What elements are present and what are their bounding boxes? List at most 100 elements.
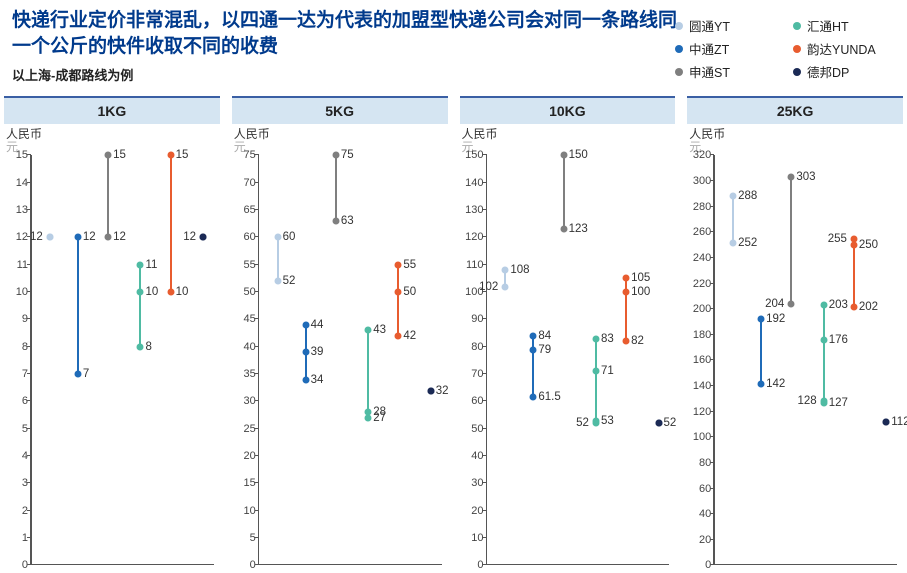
data-label: 10 <box>145 286 158 298</box>
series-dp: 32 <box>424 155 438 565</box>
y-tick-label: 140 <box>465 177 483 189</box>
data-label: 12 <box>30 231 43 243</box>
y-tick-label: 180 <box>693 329 711 341</box>
y-tick-label: 20 <box>699 534 711 546</box>
range-bar <box>397 265 399 336</box>
y-tick-mark <box>710 154 714 155</box>
y-tick-mark <box>710 488 714 489</box>
data-point <box>592 417 599 424</box>
y-tick-label: 2 <box>22 505 28 517</box>
data-point <box>274 278 281 285</box>
data-label: 82 <box>631 335 644 347</box>
data-label: 32 <box>436 385 449 397</box>
range-bar <box>367 330 369 417</box>
y-tick-mark <box>27 154 31 155</box>
y-tick-mark <box>255 236 259 237</box>
y-tick-mark <box>27 564 31 565</box>
range-bar <box>823 305 825 402</box>
y-tick-label: 4 <box>22 450 28 462</box>
panel-header: 10KG <box>460 96 676 124</box>
data-label: 75 <box>341 149 354 161</box>
series-ht: 81011 <box>133 155 147 565</box>
y-tick-mark <box>710 539 714 540</box>
data-point <box>105 152 112 159</box>
data-label: 42 <box>403 330 416 342</box>
y-tick-label: 60 <box>699 483 711 495</box>
series-zt: 61.57984 <box>526 155 540 565</box>
data-point <box>502 267 509 274</box>
y-tick-mark <box>483 564 487 565</box>
range-bar <box>139 265 141 347</box>
data-point <box>302 349 309 356</box>
range-bar <box>277 237 279 281</box>
series-dp: 52 <box>652 155 666 565</box>
data-point <box>560 152 567 159</box>
y-tick-label: 0 <box>705 559 711 571</box>
y-tick-label: 10 <box>244 505 256 517</box>
legend-label: 中通ZT <box>689 39 729 58</box>
data-point <box>302 321 309 328</box>
range-bar <box>335 155 337 221</box>
legend-item-yt: 圆通YT <box>675 16 775 35</box>
data-point <box>365 409 372 416</box>
y-tick-label: 30 <box>471 477 483 489</box>
y-tick-mark <box>255 264 259 265</box>
panel-header: 25KG <box>687 96 903 124</box>
data-label: 63 <box>341 215 354 227</box>
series-yunda: 1015 <box>164 155 178 565</box>
data-label: 8 <box>145 341 151 353</box>
y-tick-mark <box>27 209 31 210</box>
legend-item-st: 申通ST <box>675 62 775 81</box>
y-tick-mark <box>27 537 31 538</box>
data-point <box>46 234 53 241</box>
data-point <box>623 275 630 282</box>
series-ht: 52537183 <box>589 155 603 565</box>
data-point <box>788 174 795 181</box>
y-tick-label: 13 <box>16 204 28 216</box>
y-tick-label: 80 <box>699 457 711 469</box>
y-axis <box>30 155 32 565</box>
y-tick-mark <box>483 346 487 347</box>
data-label: 84 <box>538 330 551 342</box>
series-ht: 127128176203 <box>817 155 831 565</box>
legend-dot-icon <box>675 45 683 53</box>
y-tick-mark <box>483 455 487 456</box>
series-zt: 142192 <box>754 155 768 565</box>
y-tick-label: 0 <box>477 559 483 571</box>
legend-dot-icon <box>675 22 683 30</box>
y-tick-label: 60 <box>244 231 256 243</box>
data-label: 34 <box>311 374 324 386</box>
chart-panel: 25KG人民币元02040608010012014016018020022024… <box>687 96 903 565</box>
data-point <box>530 346 537 353</box>
y-tick-label: 40 <box>471 450 483 462</box>
data-label: 10 <box>176 286 189 298</box>
data-label: 50 <box>403 286 416 298</box>
y-tick-label: 5 <box>250 532 256 544</box>
chart-panel: 1KG人民币元012345678910111213141512712121581… <box>4 96 220 565</box>
y-tick-label: 15 <box>16 149 28 161</box>
data-point <box>274 234 281 241</box>
y-tick-mark <box>27 318 31 319</box>
y-tick-mark <box>27 428 31 429</box>
y-tick-label: 10 <box>16 286 28 298</box>
data-label: 52 <box>283 275 296 287</box>
data-point <box>623 289 630 296</box>
y-tick-mark <box>255 291 259 292</box>
y-tick-mark <box>710 180 714 181</box>
y-tick-label: 130 <box>465 204 483 216</box>
data-label: 204 <box>765 298 784 310</box>
data-label: 192 <box>766 313 785 325</box>
data-point <box>302 376 309 383</box>
y-tick-label: 75 <box>244 149 256 161</box>
data-point <box>74 371 81 378</box>
data-point <box>332 152 339 159</box>
y-tick-label: 6 <box>22 395 28 407</box>
range-bar <box>853 239 855 307</box>
data-label: 12 <box>113 231 126 243</box>
y-tick-mark <box>27 182 31 183</box>
data-point <box>200 234 207 241</box>
y-tick-label: 9 <box>22 313 28 325</box>
y-tick-label: 11 <box>17 259 28 271</box>
y-axis <box>258 155 260 565</box>
y-tick-label: 240 <box>693 252 711 264</box>
